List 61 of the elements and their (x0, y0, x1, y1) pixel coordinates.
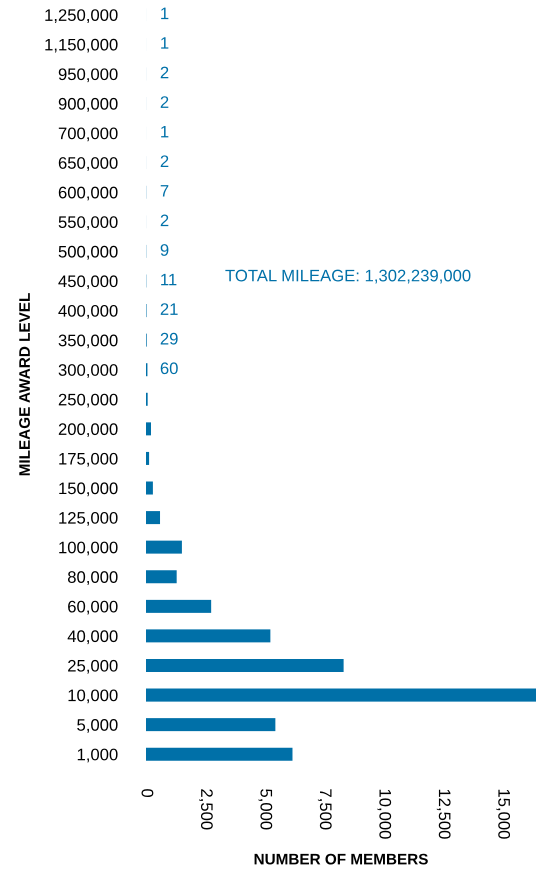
y-tick-label: 1,000 (78, 748, 118, 762)
y-tick-label: 125,000 (59, 512, 118, 526)
y-tick-label: 80,000 (68, 571, 118, 585)
data-label: 1 (161, 8, 168, 20)
data-label: 21 (160, 303, 178, 315)
y-tick-label: 550,000 (58, 216, 118, 230)
y-tick-label: 5,000 (77, 719, 118, 733)
bar (146, 688, 536, 702)
x-tick-label: 5,000 (258, 789, 272, 830)
bar (146, 511, 160, 524)
data-label: 60 (160, 362, 178, 374)
data-label: 29 (160, 332, 178, 345)
bar (146, 748, 292, 761)
x-tick-label: 2,500 (199, 789, 213, 830)
y-tick-label: 600,000 (58, 186, 118, 200)
bar (146, 658, 344, 672)
y-tick-label: 60,000 (68, 600, 118, 614)
x-axis-title: NUMBER OF MEMBERS (254, 854, 428, 865)
x-tick-label: 0 (142, 789, 154, 798)
y-tick-label: 450,000 (58, 275, 118, 290)
y-tick-label: 40,000 (68, 630, 118, 644)
bar (146, 422, 151, 436)
y-tick-label: 200,000 (58, 423, 118, 438)
y-tick-label: 150,000 (59, 482, 118, 496)
y-tick-label: 400,000 (58, 304, 118, 319)
x-tick-label: 12,500 (436, 790, 451, 839)
y-tick-label: 100,000 (59, 542, 118, 556)
x-tick-label: 7,500 (318, 789, 332, 830)
annotation: TOTAL MILEAGE: 1,302,239,000 (225, 270, 470, 284)
y-tick-label: 250,000 (58, 394, 118, 408)
y-axis-title: MILEAGE AWARD LEVEL (19, 293, 30, 476)
data-label: 1 (161, 126, 168, 138)
y-tick-label: 1,250,000 (45, 9, 118, 23)
y-tick-label: 10,000 (68, 689, 118, 704)
x-tick-label: 15,000 (496, 790, 510, 839)
y-tick-label: 1,150,000 (45, 38, 118, 53)
y-tick-label: 950,000 (58, 68, 118, 82)
y-tick-label: 175,000 (59, 452, 118, 467)
y-tick-label: 650,000 (58, 157, 118, 171)
data-label: 2 (160, 66, 168, 78)
x-tick-label: 10,000 (377, 790, 392, 839)
data-label: 7 (160, 185, 168, 197)
data-label: 2 (160, 96, 168, 108)
bar (146, 482, 153, 495)
y-tick-label: 25,000 (68, 660, 118, 674)
y-tick-label: 350,000 (58, 334, 118, 348)
y-tick-label: 500,000 (58, 246, 118, 260)
data-label: 2 (160, 214, 168, 226)
bar (146, 718, 276, 732)
y-tick-label: 700,000 (58, 127, 118, 142)
y-tick-label: 300,000 (58, 364, 118, 378)
y-tick-label: 900,000 (58, 98, 118, 112)
bar (146, 452, 150, 465)
data-label: 1 (161, 37, 168, 49)
bar (146, 570, 177, 584)
bar (146, 629, 270, 642)
bar (146, 540, 182, 554)
data-label: 11 (161, 274, 176, 286)
bar (146, 600, 212, 613)
data-label: 9 (160, 244, 168, 256)
data-label: 2 (160, 155, 168, 167)
